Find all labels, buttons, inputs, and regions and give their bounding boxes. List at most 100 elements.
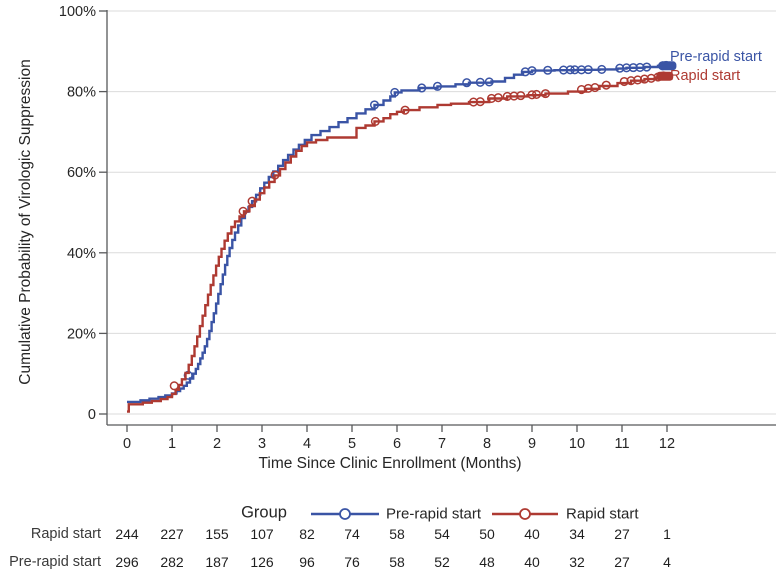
risk-number: 296: [115, 554, 139, 570]
censor-mark: [639, 74, 650, 84]
censor-mark: [583, 65, 593, 75]
censor-mark: [370, 116, 380, 126]
curve-end-label-rapid-start: Rapid start: [670, 68, 741, 84]
risk-number: 4: [663, 554, 671, 570]
censor-mark: [486, 93, 497, 104]
x-tick-label: 7: [438, 436, 446, 452]
risk-number: 58: [389, 554, 405, 570]
risk-number: 48: [479, 554, 495, 570]
censor-cluster: [659, 61, 677, 71]
y-axis-title: Cumulative Probability of Virologic Supp…: [17, 59, 34, 385]
censor-mark: [540, 89, 551, 99]
censor-mark: [502, 91, 512, 101]
x-tick-label: 12: [659, 436, 675, 452]
x-tick-label: 6: [393, 436, 401, 452]
censor-mark: [247, 196, 257, 206]
x-tick-label: 11: [614, 436, 629, 452]
legend-label-rapid-start: Rapid start: [566, 505, 639, 523]
y-tick-label: 0: [88, 407, 96, 423]
censor-mark: [601, 80, 611, 90]
risk-number: 227: [160, 526, 184, 542]
x-tick-label: 3: [258, 436, 266, 452]
legend-title: Group: [241, 503, 287, 522]
censor-mark: [468, 97, 479, 107]
y-tick-label: 60%: [67, 165, 96, 181]
censor-mark: [628, 63, 638, 73]
risk-number: 50: [479, 526, 495, 542]
censor-mark: [400, 105, 410, 115]
x-tick-label: 10: [569, 436, 585, 452]
censor-mark: [417, 83, 427, 93]
x-tick-label: 2: [213, 436, 221, 452]
censor-mark: [509, 91, 519, 101]
censor-mark: [238, 206, 248, 216]
risk-row-label-pre-rapid-start: Pre-rapid start: [9, 554, 101, 570]
censor-mark: [531, 89, 542, 99]
risk-number: 27: [614, 554, 630, 570]
y-tick-label: 40%: [67, 246, 96, 262]
risk-number: 40: [524, 554, 540, 570]
risk-number: 58: [389, 526, 405, 542]
censor-mark: [626, 76, 636, 86]
legend-label-pre-rapid-start: Pre-rapid start: [386, 505, 482, 523]
risk-number: 52: [434, 554, 450, 570]
x-tick-label: 0: [123, 436, 131, 452]
risk-number: 34: [569, 526, 585, 542]
censor-mark: [583, 83, 593, 93]
censor-mark: [169, 381, 179, 391]
risk-number: 27: [614, 526, 630, 542]
censor-mark: [590, 83, 600, 93]
censor-mark: [558, 65, 569, 75]
censor-mark: [635, 62, 645, 72]
risk-number: 187: [205, 554, 229, 570]
risk-number: 40: [524, 526, 540, 542]
x-tick-label: 4: [303, 436, 311, 452]
censor-mark: [475, 97, 485, 107]
x-tick-label: 5: [348, 436, 356, 452]
risk-number: 96: [299, 554, 315, 570]
censor-mark: [543, 65, 553, 75]
censor-mark: [527, 66, 537, 76]
censor-mark: [565, 65, 575, 75]
censor-mark: [432, 81, 443, 91]
censor-mark: [570, 65, 580, 75]
x-tick-label: 9: [528, 436, 536, 452]
censor-mark: [516, 91, 526, 101]
risk-number: 74: [344, 526, 360, 542]
curve-end-label-pre-rapid-start: Pre-rapid start: [670, 49, 762, 65]
risk-number: 82: [299, 526, 315, 542]
censor-mark: [619, 76, 629, 87]
x-axis-title: Time Since Clinic Enrollment (Months): [258, 455, 522, 472]
censor-mark: [633, 75, 643, 85]
censor-mark: [621, 63, 632, 73]
censor-cluster: [656, 71, 674, 81]
risk-number: 54: [434, 526, 450, 542]
risk-number: 1: [663, 526, 671, 542]
censor-mark: [390, 87, 400, 97]
censor-mark: [527, 90, 537, 100]
censor-mark: [484, 77, 494, 87]
censor-mark: [597, 64, 607, 74]
curve-pre-rapid-start: [127, 63, 676, 404]
censor-mark: [270, 170, 280, 180]
censor-mark: [475, 77, 485, 87]
risk-number: 107: [250, 526, 274, 542]
risk-number: 282: [160, 554, 184, 570]
y-tick-label: 100%: [59, 4, 96, 20]
censor-mark: [615, 63, 625, 73]
risk-number: 126: [250, 554, 274, 570]
y-tick-label: 80%: [67, 85, 96, 101]
legend-circle-symbol: [339, 508, 351, 520]
risk-number: 244: [115, 526, 139, 542]
censor-mark: [493, 93, 503, 103]
risk-row-label-rapid-start: Rapid start: [30, 526, 101, 542]
curve-rapid-start: [127, 74, 672, 413]
censor-mark: [642, 62, 652, 72]
risk-number: 155: [205, 526, 229, 542]
censor-mark: [576, 65, 587, 75]
x-tick-label: 1: [168, 436, 176, 452]
risk-number: 32: [569, 554, 585, 570]
risk-number: 76: [344, 554, 360, 570]
